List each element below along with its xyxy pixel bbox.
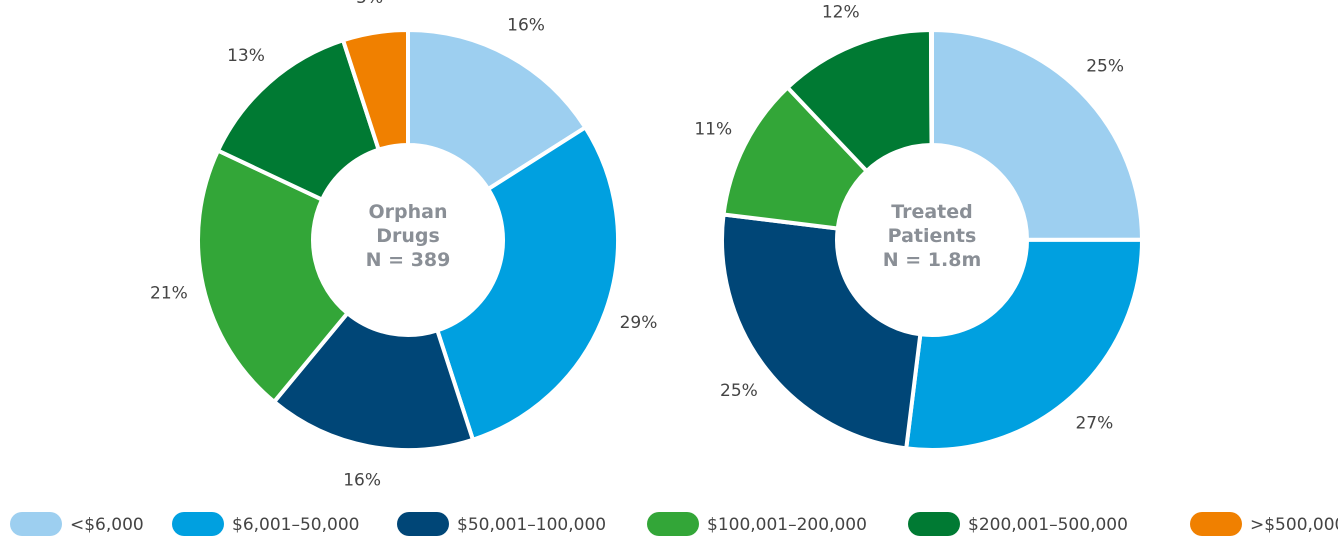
slice-label: 12% <box>822 3 860 23</box>
slice-label: 0.08% <box>904 0 958 5</box>
legend-swatch <box>908 512 960 536</box>
slice-label: 27% <box>1075 413 1113 433</box>
donut-slice <box>406 28 588 192</box>
donut-slice <box>720 212 923 451</box>
slice-label: 21% <box>150 283 188 303</box>
legend-swatch <box>172 512 224 536</box>
legend-label: >$500,000 <box>1250 515 1338 535</box>
center-subtitle: N = 389 <box>365 249 451 271</box>
legend-label: $200,001–500,000 <box>968 515 1128 535</box>
legend-swatch <box>397 512 449 536</box>
legend-label: $50,001–100,000 <box>457 515 606 535</box>
donut-slice <box>928 27 934 148</box>
donut-center: Orphan Drugs N = 389 <box>348 200 468 272</box>
donut-slice <box>785 28 934 174</box>
slice-label: 16% <box>507 15 545 35</box>
slice-label: 16% <box>343 471 381 491</box>
donut-slice <box>272 311 475 452</box>
slice-label: 11% <box>694 120 732 140</box>
donut-slice <box>196 148 350 404</box>
center-title: Treated Patients <box>887 201 977 247</box>
donut-center: Treated Patients N = 1.8m <box>872 200 992 272</box>
legend-swatch <box>1190 512 1242 536</box>
legend-swatch <box>647 512 699 536</box>
donut-slice <box>904 237 1145 452</box>
center-title: Orphan Drugs <box>368 201 448 247</box>
donut-slice <box>930 28 1144 242</box>
slice-label: 13% <box>227 46 265 66</box>
slice-label: 5% <box>356 0 383 8</box>
donut-slice <box>215 38 381 202</box>
slice-label: 29% <box>620 313 658 333</box>
donut-slice <box>435 125 620 442</box>
donut-slice <box>341 28 410 152</box>
legend-label: $100,001–200,000 <box>707 515 867 535</box>
center-subtitle: N = 1.8m <box>882 249 982 271</box>
slice-label: 25% <box>720 381 758 401</box>
legend-label: $6,001–50,000 <box>232 515 359 535</box>
slice-label: 25% <box>1086 57 1124 77</box>
legend-label: <$6,000 <box>70 515 144 535</box>
legend-swatch <box>10 512 62 536</box>
